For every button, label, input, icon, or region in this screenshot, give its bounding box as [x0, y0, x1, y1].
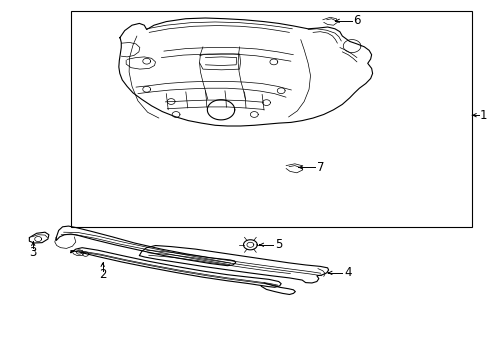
Text: 5: 5: [274, 238, 282, 251]
Bar: [71, 11, 471, 227]
Text: 4: 4: [344, 266, 351, 279]
Text: 1: 1: [478, 109, 486, 122]
Text: 2: 2: [99, 268, 106, 281]
Text: 3: 3: [29, 246, 37, 258]
Text: 6: 6: [352, 14, 360, 27]
Text: 7: 7: [316, 161, 324, 174]
